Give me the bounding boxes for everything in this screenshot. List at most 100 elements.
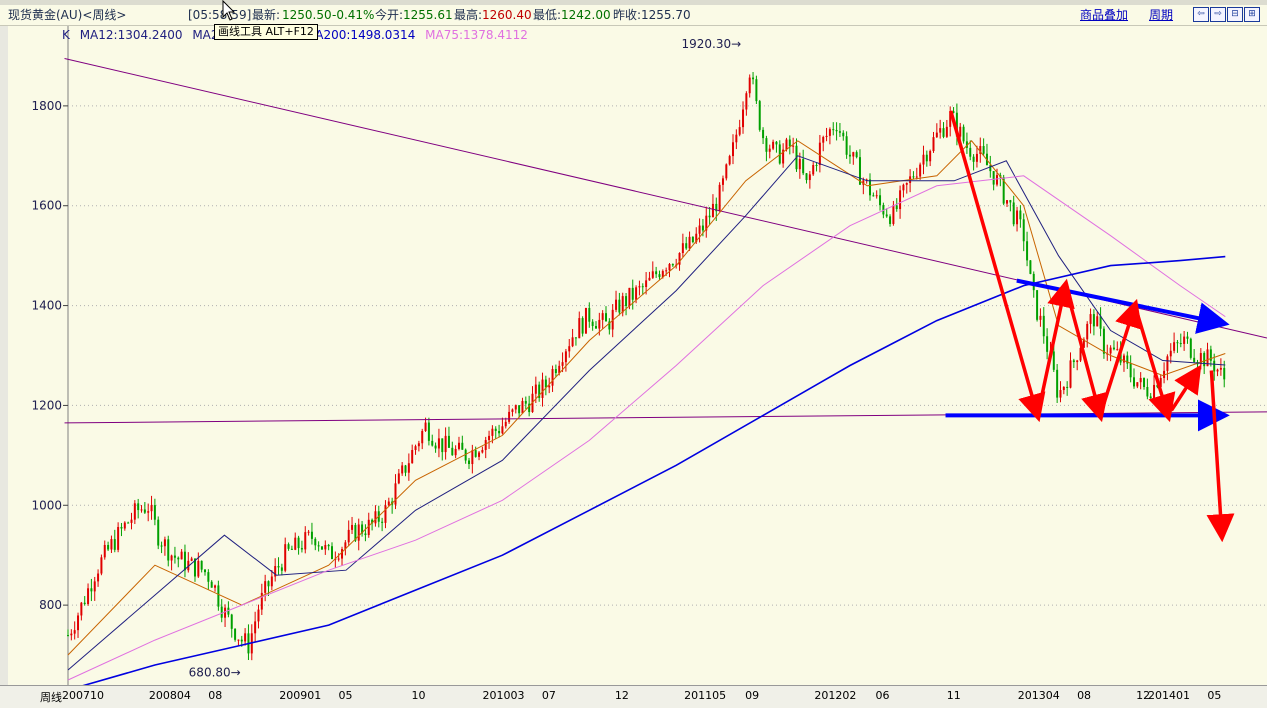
latest-value: 1250.50 bbox=[282, 8, 332, 22]
candle-body bbox=[183, 551, 186, 571]
x-tick-label: 201105 bbox=[684, 689, 727, 702]
candle-body bbox=[494, 428, 497, 431]
red-arrow bbox=[1063, 285, 1109, 423]
candle-body bbox=[815, 164, 818, 166]
candle-body bbox=[478, 452, 481, 457]
x-tick-label: 201304 bbox=[1017, 689, 1060, 702]
candle-body bbox=[899, 190, 902, 210]
candle-body bbox=[1109, 347, 1112, 354]
legend-ma12: MA12:1304.2400 bbox=[79, 28, 183, 42]
candle-body bbox=[254, 621, 257, 634]
candle-body bbox=[962, 126, 965, 142]
candle-body bbox=[832, 129, 835, 131]
x-tick-label: 201202 bbox=[814, 689, 857, 702]
x-tick-label: 11 bbox=[946, 689, 961, 702]
red-arrow bbox=[1035, 278, 1075, 416]
window-back-icon[interactable]: ⇦ bbox=[1193, 7, 1209, 22]
candle-body bbox=[618, 299, 621, 313]
candle-body bbox=[858, 157, 861, 185]
candle-body bbox=[381, 521, 384, 523]
window-forward-icon[interactable]: ⇨ bbox=[1210, 7, 1226, 22]
candle-body bbox=[1019, 210, 1022, 220]
candle-body bbox=[434, 445, 437, 449]
candle-body bbox=[404, 465, 407, 473]
candle-body bbox=[995, 175, 998, 185]
candle-body bbox=[1032, 273, 1035, 291]
candle-body bbox=[875, 195, 878, 197]
candle-body bbox=[237, 639, 240, 641]
candle-body bbox=[87, 588, 90, 605]
candle-body bbox=[407, 463, 410, 473]
legend-ma75: MA75:1378.4112 bbox=[425, 28, 528, 42]
candle-body bbox=[93, 581, 96, 592]
candle-body bbox=[775, 141, 778, 145]
y-tick-label: 1600 bbox=[31, 199, 62, 213]
candle-body bbox=[357, 524, 360, 541]
candle-body bbox=[1036, 290, 1039, 320]
window-maximize-icon[interactable]: ⊞ bbox=[1244, 7, 1260, 22]
candle-body bbox=[204, 569, 207, 573]
candle-body bbox=[123, 522, 126, 529]
x-tick-label: 200710 bbox=[62, 689, 104, 702]
x-tick-label: 05 bbox=[1207, 689, 1222, 702]
candlestick-chart[interactable]: 800 1000 1200 1400 1600 1800 1920.30→ 680.80→ bbox=[8, 26, 1267, 685]
candle-body bbox=[952, 111, 955, 113]
candle-body bbox=[484, 440, 487, 450]
candle-body bbox=[698, 225, 701, 234]
candle-body bbox=[798, 159, 801, 170]
candle-body bbox=[173, 555, 176, 558]
candle-body bbox=[113, 539, 116, 550]
candle-body bbox=[1122, 355, 1125, 363]
candle-body bbox=[625, 296, 628, 307]
candle-body bbox=[1099, 316, 1102, 329]
candle-body bbox=[658, 274, 661, 278]
candle-body bbox=[384, 505, 387, 523]
candle-body bbox=[691, 236, 694, 243]
ma-line-ma12 bbox=[67, 140, 1226, 656]
candle-body bbox=[284, 544, 287, 571]
candle-body bbox=[835, 130, 838, 132]
candle-body bbox=[524, 400, 527, 404]
candle-body bbox=[1219, 367, 1222, 370]
candle-body bbox=[631, 287, 634, 300]
period-link[interactable]: 周期 bbox=[1149, 8, 1174, 22]
candle-body bbox=[1223, 367, 1226, 380]
x-tick-label: 200901 bbox=[279, 689, 322, 702]
candle-body bbox=[665, 270, 668, 272]
low-label: 最低: bbox=[533, 8, 562, 22]
candle-body bbox=[73, 630, 76, 634]
candle-body bbox=[538, 384, 541, 398]
candle-body bbox=[869, 179, 872, 196]
y-tick-label: 800 bbox=[39, 598, 62, 612]
candle-body bbox=[1169, 350, 1172, 357]
candle-body bbox=[147, 511, 150, 513]
candle-body bbox=[193, 558, 196, 577]
candle-body bbox=[207, 572, 210, 582]
candle-body bbox=[1213, 360, 1216, 372]
candle-body bbox=[1176, 342, 1179, 344]
high-annotation: 1920.30→ bbox=[681, 37, 741, 51]
overlay-link[interactable]: 商品叠加 bbox=[1080, 8, 1129, 22]
candle-body bbox=[1116, 349, 1119, 351]
candle-body bbox=[337, 558, 340, 560]
candle-body bbox=[244, 633, 247, 642]
candle-body bbox=[681, 243, 684, 254]
candle-body bbox=[1016, 210, 1019, 225]
candle-body bbox=[451, 447, 454, 456]
candle-body bbox=[177, 557, 180, 560]
candle-body bbox=[855, 152, 858, 158]
candle-body bbox=[90, 588, 93, 592]
candle-body bbox=[514, 405, 517, 410]
candle-body bbox=[651, 271, 654, 278]
candle-body bbox=[457, 442, 460, 449]
window-restore-icon[interactable]: ⊟ bbox=[1227, 7, 1243, 22]
candle-body bbox=[187, 560, 190, 571]
red-arrow bbox=[949, 110, 1046, 423]
candle-body bbox=[758, 101, 761, 130]
candle-body bbox=[220, 606, 223, 618]
candle-body bbox=[838, 131, 841, 133]
candle-body bbox=[167, 539, 170, 561]
candle-body bbox=[217, 585, 220, 607]
candle-body bbox=[564, 351, 567, 363]
candle-body bbox=[848, 154, 851, 157]
